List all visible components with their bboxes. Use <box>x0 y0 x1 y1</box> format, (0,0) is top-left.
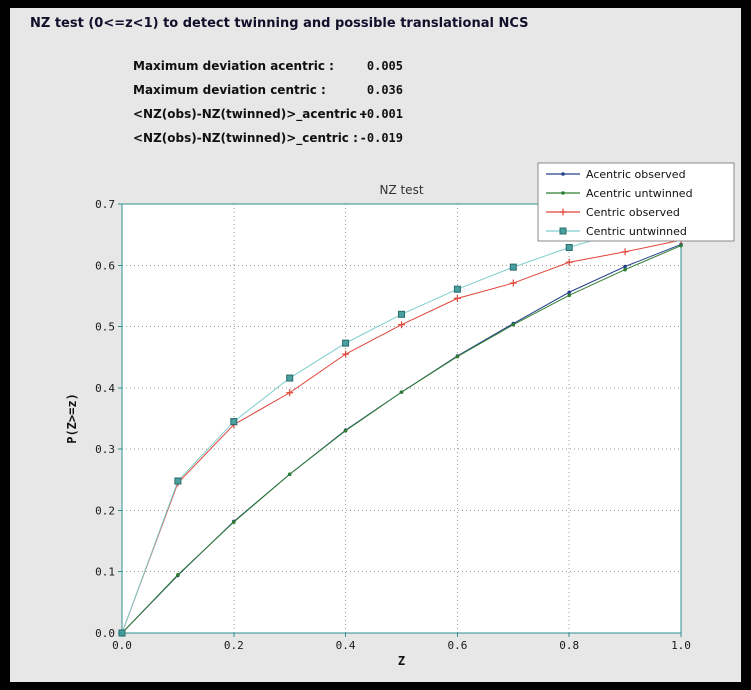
marker-dot <box>399 390 404 394</box>
x-axis-label: Z <box>398 654 405 668</box>
y-tick-label: 0.3 <box>95 443 115 456</box>
y-tick-label: 0.0 <box>95 627 115 640</box>
marker-square <box>286 374 294 382</box>
legend: Acentric observed Acentric untwinned Centr… <box>537 162 735 242</box>
stat-value-max-deviation-centric: 0.036 <box>366 83 403 97</box>
legend-label: Acentric observed <box>586 168 686 181</box>
marker-square <box>230 418 238 426</box>
y-tick-label: 0.1 <box>95 566 115 579</box>
marker-square <box>398 310 405 318</box>
legend-item-acentric-observed: Acentric observed <box>546 168 686 181</box>
legend-item-acentric-untwinned: Acentric untwinned <box>546 187 693 200</box>
legend-item-centric-untwinned: Centric untwinned <box>546 225 687 238</box>
legend-box <box>537 162 735 242</box>
stat-value-max-deviation-acentric: 0.005 <box>366 59 403 73</box>
marker-dot <box>343 428 348 433</box>
marker-dot <box>561 172 565 176</box>
marker-square <box>453 285 461 293</box>
stat-value-nz-diff-centric: -0.019 <box>359 131 403 145</box>
stat-label-max-deviation-acentric: Maximum deviation acentric : <box>133 59 334 73</box>
marker-dot <box>561 191 565 195</box>
marker-dot <box>232 520 236 524</box>
x-tick-label: 0.4 <box>336 639 356 652</box>
marker-plus <box>559 208 567 216</box>
legend-label: Centric untwinned <box>586 225 687 238</box>
legend-label: Acentric untwinned <box>586 187 693 200</box>
plot-background <box>122 204 681 633</box>
y-axis-label: P(Z>=z) <box>65 393 79 444</box>
chart-area: 0.0 0.2 0.4 0.6 0.8 1.0 0.0 0.1 0.2 0.3 0.4 0.5 0.6 0… <box>10 153 741 682</box>
marker-square <box>565 244 573 252</box>
marker-square <box>509 263 517 271</box>
legend-item-centric-observed: Centric observed <box>546 206 680 219</box>
marker-plus <box>565 258 573 266</box>
marker-dot <box>567 290 571 295</box>
marker-plus <box>342 350 350 358</box>
marker-dot <box>623 267 627 272</box>
x-tick-label: 0.0 <box>112 639 132 652</box>
chart-title: NZ test <box>379 183 423 197</box>
stat-label-nz-diff-centric: <NZ(obs)-NZ(twinned)>_centric : <box>133 131 358 145</box>
marker-dot <box>176 572 180 577</box>
stat-row: <NZ(obs)-NZ(twinned)>_acentric : +0.001 <box>133 102 403 126</box>
marker-square <box>174 477 182 485</box>
y-tick-label: 0.4 <box>95 382 115 395</box>
y-tick-label: 0.5 <box>95 321 115 334</box>
marker-dot <box>567 293 571 298</box>
stat-label-nz-diff-acentric: <NZ(obs)-NZ(twinned)>_acentric : <box>133 107 366 121</box>
marker-dot <box>455 354 460 359</box>
x-tick-label: 0.2 <box>224 639 244 652</box>
marker-dot <box>623 264 627 269</box>
marker-plus <box>398 321 405 329</box>
x-tick-label: 1.0 <box>671 639 691 652</box>
marker-dot <box>679 243 683 248</box>
stat-label-max-deviation-centric: Maximum deviation centric : <box>133 83 326 97</box>
x-tick-label: 0.6 <box>447 639 467 652</box>
marker-square <box>342 339 350 347</box>
stats-block: Maximum deviation acentric : 0.005 Maxim… <box>133 54 403 150</box>
plot-frame <box>121 203 682 634</box>
nz-test-plot: 0.0 0.2 0.4 0.6 0.8 1.0 0.0 0.1 0.2 0.3 0.4 0.5 0.6 0… <box>65 162 735 668</box>
marker-plus <box>453 294 461 302</box>
y-tick-label: 0.2 <box>95 504 115 517</box>
y-tick-label: 0.7 <box>95 198 115 211</box>
marker-plus <box>509 279 517 287</box>
stat-value-nz-diff-acentric: +0.001 <box>359 107 403 121</box>
marker-square <box>559 227 567 235</box>
stat-row: <NZ(obs)-NZ(twinned)>_centric : -0.019 <box>133 126 403 150</box>
plot-window: NZ test (0<=z<1) to detect twinning and … <box>10 8 741 682</box>
marker-dot <box>287 472 292 477</box>
page-title: NZ test (0<=z<1) to detect twinning and … <box>30 16 529 31</box>
x-tick-label: 0.8 <box>559 639 579 652</box>
stat-row: Maximum deviation centric : 0.036 <box>133 78 403 102</box>
y-tick-label: 0.6 <box>95 259 115 272</box>
legend-label: Centric observed <box>586 206 680 219</box>
marker-plus <box>621 248 629 256</box>
marker-dot <box>511 322 516 327</box>
marker-plus <box>286 389 294 397</box>
stat-row: Maximum deviation acentric : 0.005 <box>133 54 403 78</box>
